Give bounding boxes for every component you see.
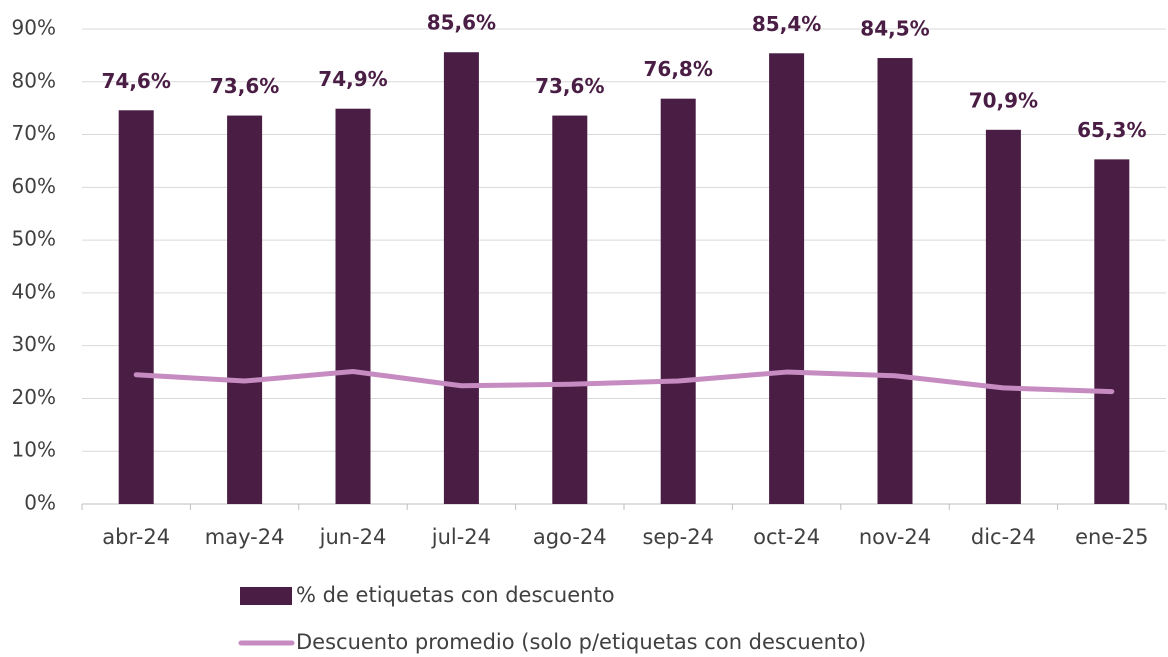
value-label: 84,5% [860,17,929,41]
value-label: 74,9% [318,67,387,91]
x-tick-label: may-24 [205,525,285,549]
x-tick-label: ene-25 [1075,525,1148,549]
bar [227,115,263,505]
y-tick-label: 90% [12,16,56,40]
line [133,369,1115,395]
bar [985,129,1021,505]
value-label: 70,9% [969,88,1038,112]
x-tick-label: ago-24 [533,525,607,549]
x-tick-label: jul-24 [431,525,491,549]
bar [660,98,696,505]
value-label: 73,6% [210,74,279,98]
legend-label: Descuento promedio (solo p/etiquetas con… [296,630,866,654]
value-label: 85,6% [427,11,496,35]
y-tick-label: 50% [12,227,56,251]
y-tick-label: 0% [24,491,56,515]
bar [769,53,805,505]
y-tick-label: 70% [12,121,56,145]
x-tick-label: nov-24 [859,525,931,549]
bar [552,115,588,505]
y-tick-label: 80% [12,68,56,92]
bar [443,52,479,504]
y-tick-label: 40% [12,279,56,303]
y-tick-label: 10% [12,438,56,462]
y-tick-label: 30% [12,332,56,356]
x-tick-label: dic-24 [971,525,1036,549]
x-tick-label: jun-24 [319,525,387,549]
y-tick-label: 60% [12,174,56,198]
bar [335,108,371,504]
y-tick-label: 20% [12,385,56,409]
value-label: 74,6% [102,69,171,93]
legend-swatch [240,587,292,605]
bar [877,58,913,505]
legend-label: % de etiquetas con descuento [296,583,615,607]
value-label: 65,3% [1077,118,1146,142]
value-label: 85,4% [752,12,821,36]
bar [1094,159,1130,504]
bar [118,110,154,505]
value-label: 73,6% [535,74,604,98]
value-label: 76,8% [644,57,713,81]
x-tick-label: abr-24 [102,525,170,549]
x-tick-label: sep-24 [642,525,714,549]
x-tick-label: oct-24 [753,525,820,549]
